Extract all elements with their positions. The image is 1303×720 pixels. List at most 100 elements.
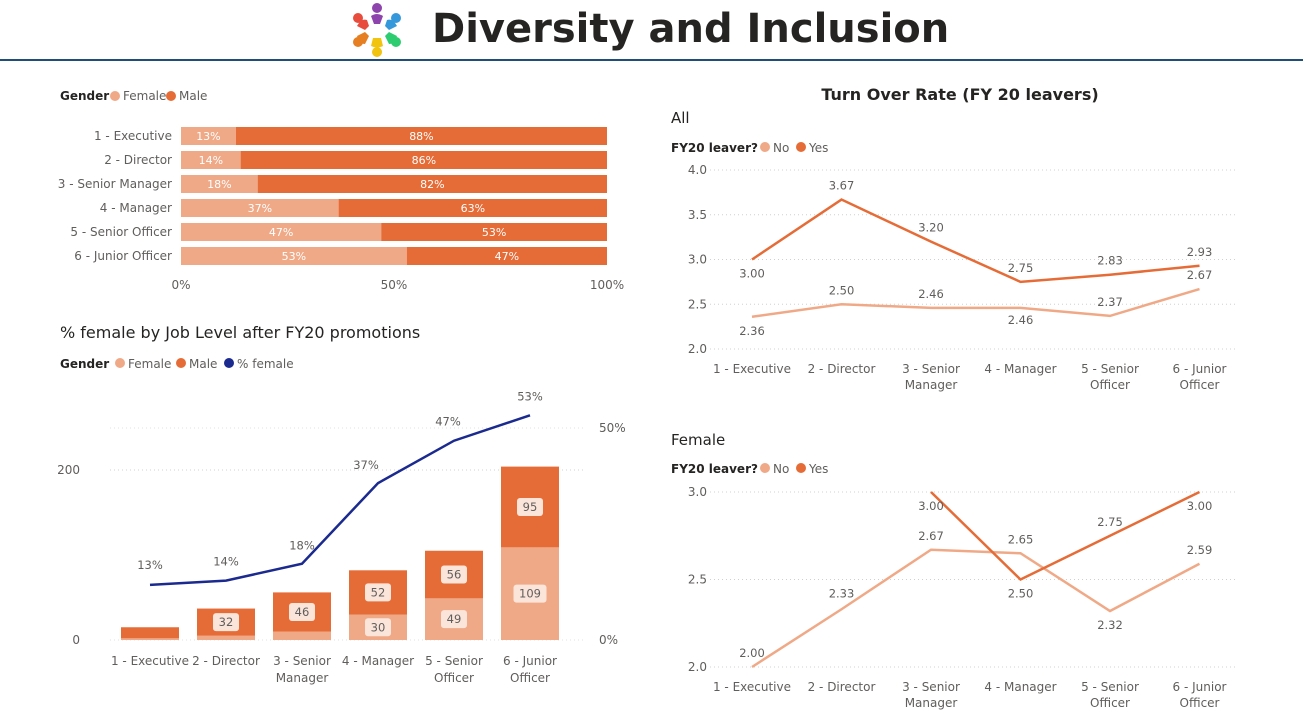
legend-male-marker [176, 358, 186, 368]
x-tick-label: 100% [590, 278, 624, 292]
header-divider [0, 59, 1303, 61]
male-bar[interactable] [257, 175, 607, 193]
category-label: 5 - Senior Officer [70, 225, 172, 239]
male-value-badge [365, 583, 391, 602]
male-value-badge [289, 602, 315, 621]
pct-female-label: 53% [517, 389, 543, 403]
legend-title: Gender [60, 357, 109, 371]
pct-female-promotions-chart[interactable]: % female by Job Level after FY20 promoti… [0, 316, 650, 716]
legend-no-marker [760, 463, 770, 473]
yes-series-line[interactable] [930, 490, 1201, 582]
male-bar-label: 63% [461, 202, 485, 215]
no-value-label: 2.46 [1008, 313, 1034, 327]
male-bar-label: 47% [495, 250, 519, 263]
y-tick-label: 3.0 [688, 485, 707, 499]
x-category-label: 1 - Executive [713, 680, 791, 694]
yes-value-label: 2.75 [1008, 261, 1034, 275]
legend-title: FY20 leaver? [671, 462, 758, 476]
page-title: Diversity and Inclusion [432, 6, 950, 52]
female-bar-label: 13% [196, 130, 220, 143]
category-label: 2 - Director [104, 153, 172, 167]
male-bar[interactable] [235, 127, 608, 145]
male-bar[interactable] [381, 223, 607, 241]
female-bar[interactable] [181, 223, 382, 241]
legend-yes-label: Yes [808, 462, 828, 476]
category-label: 3 - Senior Manager [58, 177, 172, 191]
legend-no-label: No [773, 462, 789, 476]
x-category-label: 4 - Manager [984, 362, 1056, 376]
female-column[interactable] [121, 638, 179, 640]
yes-value-label: 3.00 [918, 499, 944, 513]
male-value-label: 56 [447, 568, 462, 582]
x-category-label: Manager [276, 671, 329, 685]
female-column[interactable] [197, 635, 255, 640]
chart-subtitle: Female [671, 431, 725, 449]
x-category-label: Officer [434, 671, 474, 685]
pct-female-label: 13% [137, 558, 163, 572]
female-bar-label: 53% [282, 250, 306, 263]
gender-legend: Gender Female Male % female [60, 357, 294, 371]
yes-series-line[interactable] [751, 198, 1200, 284]
people-circle-logo-icon [353, 3, 401, 57]
x-category-label: Officer [510, 671, 550, 685]
male-bar-label: 53% [482, 226, 506, 239]
female-value-badge [365, 618, 391, 637]
female-bar[interactable] [181, 175, 258, 193]
no-series-line[interactable] [751, 548, 1201, 669]
female-column[interactable] [273, 631, 331, 641]
dashboard-header: Diversity and Inclusion [0, 0, 1303, 62]
chart-subtitle: All [671, 109, 690, 127]
legend-title: FY20 leaver? [671, 141, 758, 155]
y-tick-label: 2.0 [688, 660, 707, 674]
y-tick-label: 4.0 [688, 163, 707, 177]
category-label: 1 - Executive [94, 129, 172, 143]
y-tick-label: 2.0 [688, 342, 707, 356]
no-value-label: 2.32 [1097, 618, 1123, 632]
no-series-line[interactable] [751, 287, 1200, 319]
female-bar-label: 14% [199, 154, 223, 167]
female-bar[interactable] [181, 199, 339, 217]
male-value-label: 52 [371, 585, 386, 599]
female-bar[interactable] [181, 247, 407, 265]
gender-legend: Gender Female Male [60, 89, 207, 103]
female-bar[interactable] [181, 127, 236, 145]
x-category-label: 2 - Director [808, 680, 876, 694]
y-tick-label: 3.5 [688, 208, 707, 222]
gender-by-level-chart[interactable]: Gender Female Male 1 - Executive 13% 88% 2 … [0, 70, 650, 310]
legend-female-marker [115, 358, 125, 368]
x-category-label: 3 - Senior [273, 654, 331, 668]
yes-value-label: 3.00 [739, 267, 765, 281]
y2-tick-label: 0% [599, 633, 618, 647]
no-value-label: 2.50 [829, 283, 855, 297]
male-value-badge [213, 613, 239, 632]
y-tick-label: 2.5 [688, 573, 707, 587]
male-bar[interactable] [338, 199, 607, 217]
yes-value-label: 3.67 [829, 179, 855, 193]
turnover-all-chart[interactable]: Turn Over Rate (FY 20 leavers) All FY20 … [650, 78, 1300, 398]
x-category-label: 6 - Junior [1173, 680, 1227, 694]
chart-title: Turn Over Rate (FY 20 leavers) [821, 85, 1098, 104]
yes-value-label: 2.75 [1097, 515, 1123, 529]
female-value-label: 30 [371, 620, 386, 634]
pct-female-line[interactable] [149, 414, 531, 587]
male-column[interactable] [121, 627, 179, 639]
male-value-badge [441, 565, 467, 584]
male-bar[interactable] [406, 247, 607, 265]
no-value-label: 2.67 [918, 529, 944, 543]
x-tick-label: 50% [381, 278, 408, 292]
male-bar[interactable] [240, 151, 607, 169]
female-bar[interactable] [181, 151, 241, 169]
no-value-label: 2.46 [918, 287, 944, 301]
legend-yes-label: Yes [808, 141, 828, 155]
turnover-female-chart[interactable]: Female FY20 leaver? No Yes 2.0 2.5 3.0 1 - … [650, 420, 1300, 718]
male-value-label: 46 [295, 605, 310, 619]
no-value-label: 2.65 [1008, 532, 1034, 546]
x-category-label: Officer [1090, 696, 1130, 710]
legend-male-label: Male [189, 357, 217, 371]
no-value-label: 2.33 [829, 586, 855, 600]
female-bar-label: 37% [248, 202, 272, 215]
yes-value-label: 3.20 [918, 221, 944, 235]
male-value-label: 95 [523, 500, 538, 514]
male-bar-label: 88% [409, 130, 433, 143]
x-category-label: 4 - Manager [984, 680, 1056, 694]
